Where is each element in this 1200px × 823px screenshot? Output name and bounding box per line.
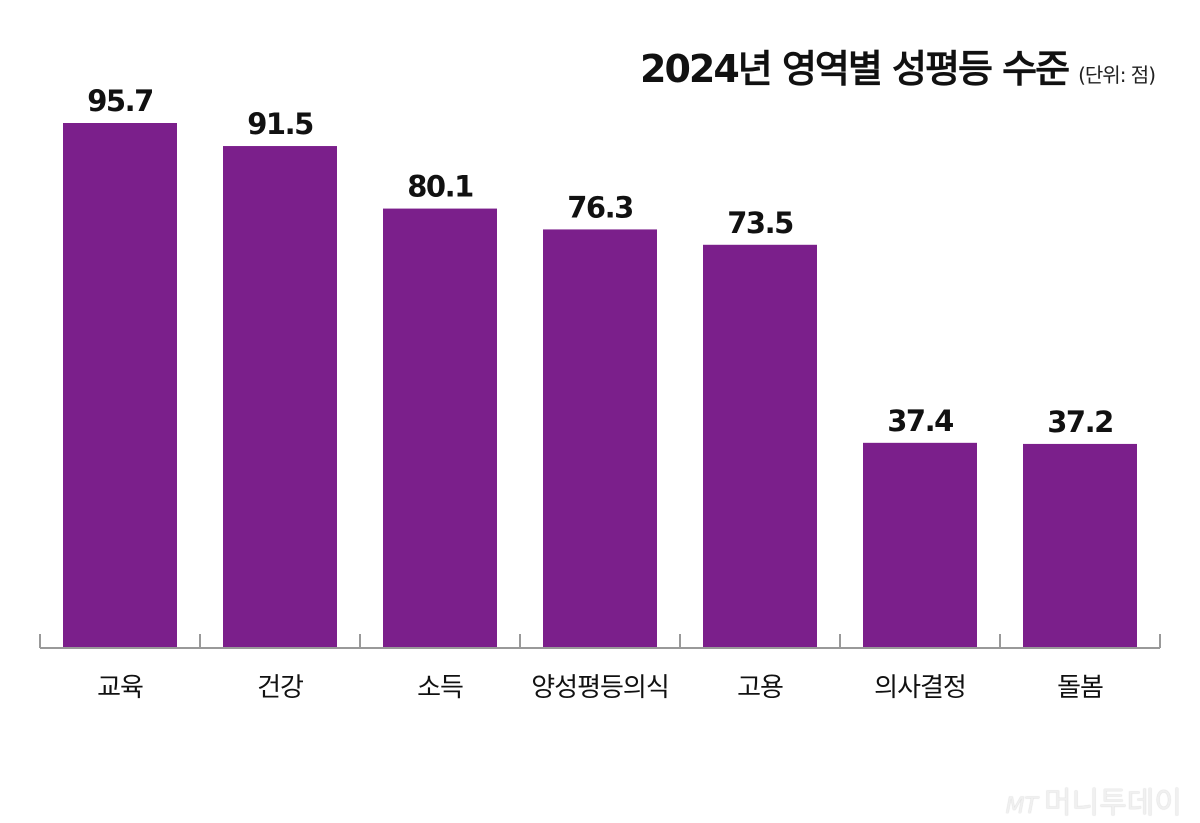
- category-label: 양성평등의식: [531, 673, 669, 703]
- category-label: 건강: [257, 673, 303, 703]
- category-label: 소득: [417, 673, 463, 703]
- bar: [863, 442, 977, 648]
- bar: [1023, 443, 1137, 648]
- data-label: 91.5: [247, 107, 313, 141]
- bar: [383, 208, 497, 648]
- chart-title-block: 2024년 영역별 성평등 수준 (단위: 점): [640, 38, 1156, 93]
- watermark-text: 머니투데이: [1044, 786, 1182, 821]
- chart-unit: (단위: 점): [1078, 63, 1156, 87]
- data-label: 76.3: [567, 190, 633, 224]
- bar: [63, 123, 177, 648]
- data-label: 80.1: [407, 170, 473, 204]
- data-label: 37.4: [887, 404, 953, 438]
- chart-title: 2024년 영역별 성평등 수준: [640, 47, 1070, 91]
- bar: [543, 229, 657, 648]
- data-label: 73.5: [727, 206, 793, 240]
- bar: [223, 146, 337, 648]
- bar: [703, 244, 817, 648]
- data-label: 95.7: [87, 84, 153, 118]
- category-label: 고용: [737, 673, 783, 703]
- watermark-logo: MT: [1005, 794, 1038, 819]
- watermark: MT 머니투데이: [1006, 778, 1182, 822]
- category-label: 교육: [97, 673, 143, 703]
- category-label: 의사결정: [874, 673, 966, 703]
- category-label: 돌봄: [1057, 673, 1103, 703]
- data-label: 37.2: [1047, 405, 1113, 439]
